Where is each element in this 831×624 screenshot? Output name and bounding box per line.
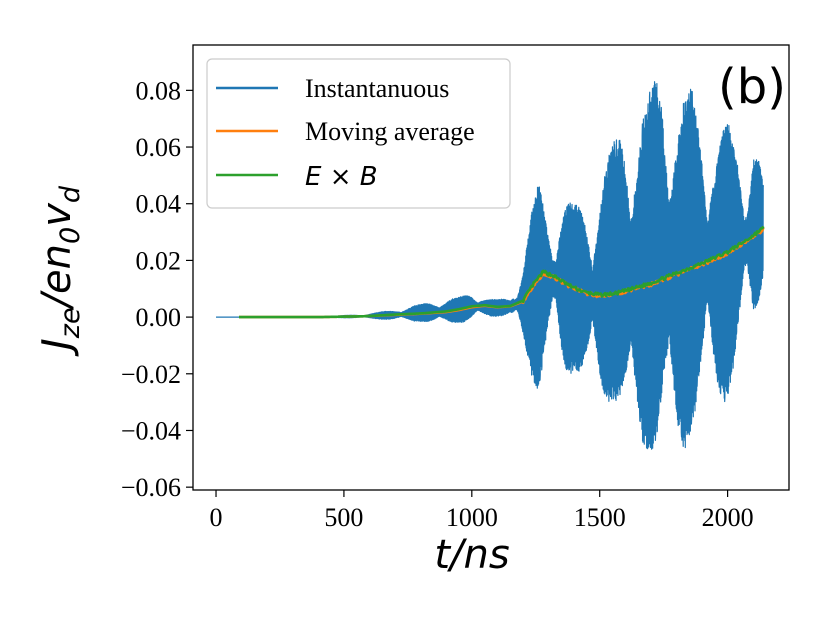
legend-label-exb: E × B: [305, 162, 378, 192]
y-tick-label: 0.08: [136, 76, 182, 105]
y-label-slash: /en: [34, 244, 80, 310]
plot-area: [215, 81, 765, 450]
y-tick-label: 0.02: [136, 246, 182, 275]
series-exb-line: [238, 225, 765, 319]
y-tick-label: −0.04: [121, 416, 181, 445]
legend-box: [206, 58, 511, 209]
plot-frame: [192, 44, 790, 491]
y-tick-label: 0.06: [136, 133, 182, 162]
legend-label-moving-average: Moving average: [305, 117, 475, 146]
x-tick-label: 1500: [574, 503, 626, 532]
x-tick-label: 2000: [702, 503, 754, 532]
y-label-base-sub: ze: [55, 307, 86, 339]
y-axis-ticks: −0.06 −0.04 −0.02 0.00 0.02 0.04 0.06 0.08: [121, 76, 193, 502]
panel-label: (b): [718, 59, 786, 115]
y-tick-label: 0.04: [136, 190, 182, 219]
y-label-v: v: [34, 202, 80, 227]
svg-text:Jze/en0vd: Jze/en0vd: [34, 185, 86, 357]
x-tick-label: 0: [210, 503, 223, 532]
y-label-n-sub: 0: [55, 227, 86, 244]
y-tick-label: −0.06: [121, 473, 181, 502]
legend-label-instantanuous: Instantanuous: [305, 74, 449, 103]
x-axis-label: t/ns: [434, 532, 509, 578]
y-label-v-sub: d: [55, 185, 86, 203]
x-axis-ticks: 0 500 1000 1500 2000: [210, 490, 754, 532]
y-axis-label: Jze/en0vd: [34, 185, 86, 357]
legend: Instantanuous Moving average E × B: [206, 58, 511, 209]
x-tick-label: 500: [324, 503, 363, 532]
series-layer: [215, 81, 765, 450]
y-tick-label: 0.00: [136, 303, 182, 332]
y-label-base: J: [34, 338, 80, 357]
y-tick-label: −0.02: [121, 360, 181, 389]
x-tick-label: 1000: [446, 503, 498, 532]
